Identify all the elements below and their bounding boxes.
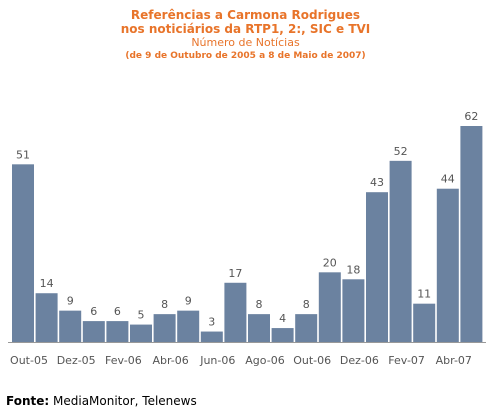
data-label: 6 [114, 305, 121, 318]
bar [224, 282, 247, 342]
data-label: 20 [323, 256, 337, 269]
source-note: Fonte: MediaMonitor, Telenews [6, 394, 197, 408]
bar [153, 314, 176, 342]
x-tick-label: Jun-06 [199, 354, 235, 367]
bar [130, 324, 152, 342]
chart-title-line-1: Referências a Carmona Rodrigues [130, 8, 361, 22]
x-tick-label: Out-05 [10, 354, 48, 367]
x-tick-label: Out-06 [293, 354, 331, 367]
chart-subtitle: Número de Notícias [191, 36, 300, 49]
data-label: 3 [208, 316, 215, 329]
chart-titles: Referências a Carmona Rodrigues nos noti… [0, 8, 491, 63]
x-tick-label: Ago-06 [245, 354, 284, 367]
x-tick-label: Abr-06 [152, 354, 188, 367]
bar [35, 293, 58, 342]
bar [82, 321, 105, 342]
data-label: 6 [90, 305, 97, 318]
data-label: 44 [441, 173, 455, 186]
bar [295, 314, 318, 342]
bar [342, 279, 365, 342]
bar [248, 314, 270, 342]
bar [200, 331, 223, 342]
data-label: 14 [40, 277, 54, 290]
data-label: 62 [464, 110, 478, 123]
x-tick-label: Dez-06 [340, 354, 379, 367]
bar [106, 321, 129, 342]
data-label: 51 [16, 148, 30, 161]
data-label: 43 [370, 176, 384, 189]
bar [12, 164, 34, 342]
x-tick-label: Dez-05 [57, 354, 96, 367]
bar [177, 310, 200, 342]
bar [460, 126, 483, 342]
x-tick-label: Fev-06 [105, 354, 142, 367]
chart-title-line-2: nos noticiários da RTP1, 2:, SIC e TVI [120, 22, 371, 36]
chart-period: (de 9 de Outubro de 2005 a 8 de Maio de … [125, 51, 366, 61]
source-text: MediaMonitor, Telenews [53, 394, 197, 408]
source-label: Fonte: [6, 394, 50, 408]
bar [271, 328, 294, 342]
bar [413, 303, 436, 342]
data-label: 8 [256, 298, 263, 311]
bar [366, 192, 388, 342]
bar [59, 310, 82, 342]
data-label: 17 [228, 267, 242, 280]
x-tick-label: Fev-07 [388, 354, 425, 367]
bar [389, 160, 412, 342]
data-label: 11 [417, 288, 431, 301]
data-label: 18 [346, 263, 360, 276]
data-label: 4 [279, 312, 286, 325]
data-label: 8 [303, 298, 310, 311]
data-label: 9 [67, 295, 74, 308]
data-label: 5 [138, 309, 145, 322]
bar [436, 188, 459, 342]
x-tick-label: Abr-07 [436, 354, 472, 367]
data-label: 8 [161, 298, 168, 311]
bar-chart: 51 14 9 6 6 5 8 9 3 17 8 4 8 20 18 43 52 11 44 62 Out-05 Dez-… [8, 110, 486, 367]
bar [318, 272, 341, 342]
data-label: 9 [185, 295, 192, 308]
data-label: 52 [394, 145, 408, 158]
